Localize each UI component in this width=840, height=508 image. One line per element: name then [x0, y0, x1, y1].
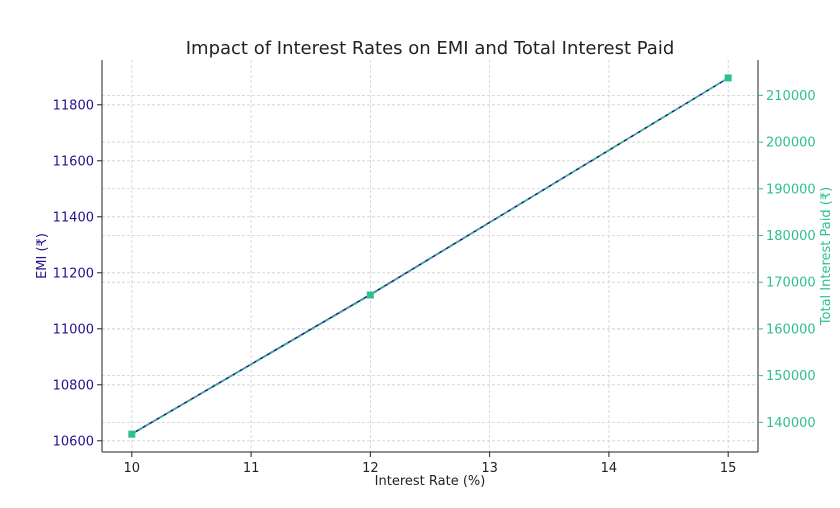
chart-title: Impact of Interest Rates on EMI and Tota…: [186, 38, 675, 59]
y-left-tick-label: 10600: [53, 434, 94, 449]
y-right-tick-label: 190000: [766, 182, 816, 197]
x-tick-label: 10: [124, 461, 141, 476]
x-tick-label: 15: [720, 461, 737, 476]
y-right-tick-label: 170000: [766, 276, 816, 291]
y-right-tick-label: 180000: [766, 229, 816, 244]
y-left-tick-label: 11000: [53, 322, 94, 337]
tick-labels: 10 11 12 13 14 15 10600 10800 11000 11200 11400 116…: [53, 89, 816, 476]
y-left-tick-label: 11400: [53, 210, 94, 225]
x-axis-label: Interest Rate (%): [375, 474, 486, 489]
y-axis-right-label: Total Interest Paid (₹): [819, 187, 834, 326]
series-line-left: [131, 77, 729, 435]
x-tick-label: 14: [601, 461, 618, 476]
y-right-tick-label: 200000: [766, 136, 816, 151]
x-tick-label: 11: [243, 461, 260, 476]
x-tick-label: 13: [481, 461, 498, 476]
data-point-right: [724, 74, 732, 82]
y-right-tick-label: 140000: [766, 416, 816, 431]
y-right-tick-label: 210000: [766, 89, 816, 104]
x-tick-label: 12: [362, 461, 379, 476]
y-left-tick-label: 11600: [53, 154, 94, 169]
data-point-right: [128, 430, 136, 438]
y-left-tick-label: 11200: [53, 266, 94, 281]
series-markers: [128, 74, 732, 438]
y-left-tick-label: 10800: [53, 378, 94, 393]
grid-lines: [102, 60, 758, 452]
series-lines: [131, 77, 729, 435]
y-right-tick-label: 150000: [766, 369, 816, 384]
y-right-tick-label: 160000: [766, 322, 816, 337]
data-point-right: [366, 291, 374, 299]
y-left-tick-label: 11800: [53, 98, 94, 113]
y-axis-left-label: EMI (₹): [35, 233, 50, 279]
axes: [97, 60, 763, 457]
